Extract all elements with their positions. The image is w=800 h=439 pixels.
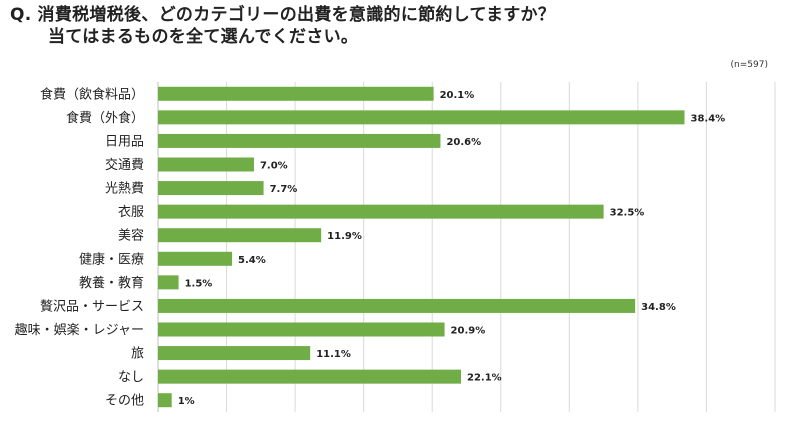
question-marker: Q. [10,5,32,25]
value-label: 7.0% [260,161,288,172]
category-label: 美容 [118,228,144,244]
category-label: 趣味・娯楽・レジャー [15,322,144,338]
bar [158,181,264,196]
category-label: 衣服 [118,204,144,220]
bar [158,228,322,243]
category-label: 食費（飲食料品） [40,86,144,102]
category-label: 日用品 [105,134,144,149]
category-label: なし [118,370,144,385]
sample-size-note: (n=597) [730,60,768,70]
value-label: 1.5% [185,278,213,289]
gridlines [157,82,776,412]
category-label: 光熱費 [105,182,144,197]
bar [158,275,179,290]
bar [158,157,254,172]
category-label: 教養・教育 [79,275,144,291]
category-label: 食費（外食） [66,110,144,126]
chart-title: Q. 消費税増税後、どのカテゴリーの出費を意識的に節約してますか？ 当てはまるもの… [10,4,790,48]
category-label: 贅沢品・サービス [40,298,144,314]
bar [158,346,311,361]
title-line-1: Q. 消費税増税後、どのカテゴリーの出費を意識的に節約してますか？ [10,4,790,26]
value-label: 11.9% [327,231,362,242]
bar [158,86,434,101]
category-label: 交通費 [105,157,144,173]
value-labels: 20.1% 38.4% 20.6% 7.0% 7.7% 32.5% 11.9% 5.4% 1.5… [178,90,725,407]
bar [158,110,685,125]
bar [158,251,233,266]
category-label: 旅 [131,347,144,362]
value-label: 1% [178,396,195,407]
bar [158,133,441,148]
category-labels: 食費（飲食料品） 食費（外食） 日用品交通費光熱費衣服美容健康・医療教養・教育贅沢品… [15,86,144,408]
bar [158,322,445,337]
bar [158,204,604,219]
value-label: 22.1% [467,373,502,384]
bar [158,298,636,313]
value-label: 11.1% [316,349,351,360]
bar [158,393,172,408]
category-label: 健康・医療 [79,251,144,267]
value-label: 20.9% [451,326,486,337]
title-line-2: 当てはまるものを全て選んでください。 [48,27,359,47]
value-label: 20.1% [440,90,475,101]
category-label: その他 [105,394,144,409]
title-text-1: 消費税増税後、どのカテゴリーの出費を意識的に節約してますか？ [37,5,556,25]
value-label: 34.8% [641,302,676,313]
value-label: 7.7% [270,184,298,195]
value-label: 20.6% [446,137,481,148]
value-label: 38.4% [691,113,726,124]
bars [158,86,685,408]
bar [158,369,462,384]
value-label: 5.4% [238,255,266,266]
value-label: 32.5% [610,208,645,219]
